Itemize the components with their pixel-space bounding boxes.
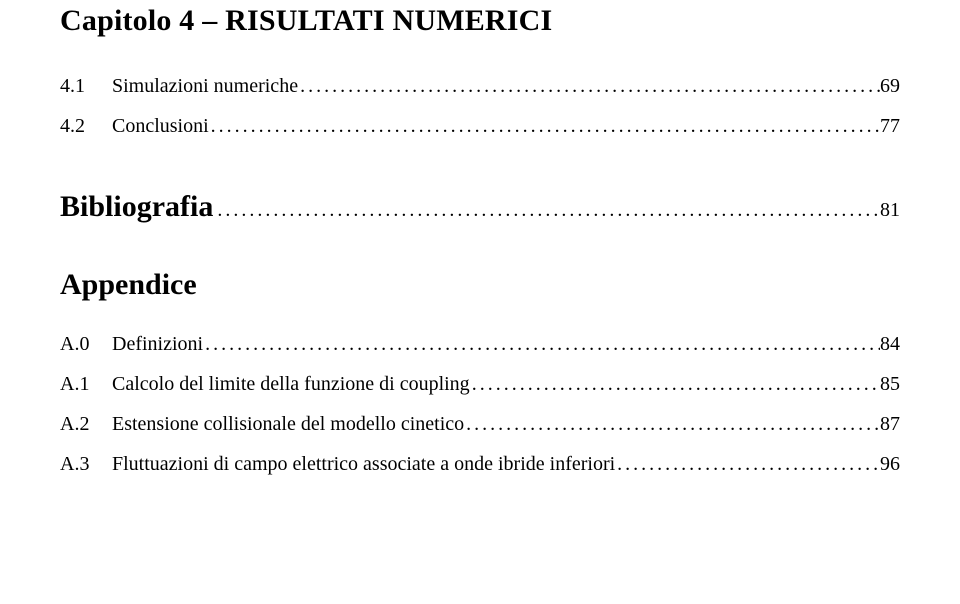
dot-leaders: ........................................… <box>464 410 880 438</box>
appendix-heading: Appendice <box>60 268 900 302</box>
toc-entry: A.0 Definizioni ........................… <box>60 330 900 358</box>
dot-leaders: ........................................… <box>298 72 880 100</box>
toc-entry-num: A.0 <box>60 330 112 358</box>
toc-entry-page: 87 <box>880 410 900 438</box>
dot-leaders: ........................................… <box>203 330 880 358</box>
toc-entry-page: 69 <box>880 72 900 100</box>
dot-leaders: ........................................… <box>213 199 880 222</box>
toc-entry: 4.2 Conclusioni ........................… <box>60 112 900 140</box>
toc-entry-page: 85 <box>880 370 900 398</box>
appendix-title: Appendice <box>60 268 197 301</box>
bibliography-heading: Bibliografia ...........................… <box>60 190 900 224</box>
bibliography-title: Bibliografia <box>60 190 213 224</box>
toc-entry-num: A.3 <box>60 450 112 478</box>
toc-entry-page: 77 <box>880 112 900 140</box>
toc-entry-num: 4.2 <box>60 112 112 140</box>
dot-leaders: ........................................… <box>470 370 880 398</box>
toc-entry-page: 96 <box>880 450 900 478</box>
toc-entry: 4.1 Simulazioni numeriche ..............… <box>60 72 900 100</box>
toc-entry-num: A.1 <box>60 370 112 398</box>
dot-leaders: ........................................… <box>209 112 880 140</box>
page: Capitolo 4 – RISULTATI NUMERICI 4.1 Simu… <box>0 0 960 478</box>
chapter-title: Capitolo 4 – RISULTATI NUMERICI <box>60 4 900 38</box>
toc-entry-label: Definizioni <box>112 330 203 358</box>
toc-entry: A.1 Calcolo del limite della funzione di… <box>60 370 900 398</box>
toc-entry-num: 4.1 <box>60 72 112 100</box>
toc-entry-label: Simulazioni numeriche <box>112 72 298 100</box>
toc-entry-num: A.2 <box>60 410 112 438</box>
toc-entry-label: Fluttuazioni di campo elettrico associat… <box>112 450 615 478</box>
dot-leaders: ........................................… <box>615 450 880 478</box>
toc-entry: A.2 Estensione collisionale del modello … <box>60 410 900 438</box>
toc-entry: A.3 Fluttuazioni di campo elettrico asso… <box>60 450 900 478</box>
toc-entry-label: Conclusioni <box>112 112 209 140</box>
toc-entry-page: 84 <box>880 330 900 358</box>
bibliography-page: 81 <box>880 199 900 222</box>
toc-entry-label: Estensione collisionale del modello cine… <box>112 410 464 438</box>
toc-entry-label: Calcolo del limite della funzione di cou… <box>112 370 470 398</box>
